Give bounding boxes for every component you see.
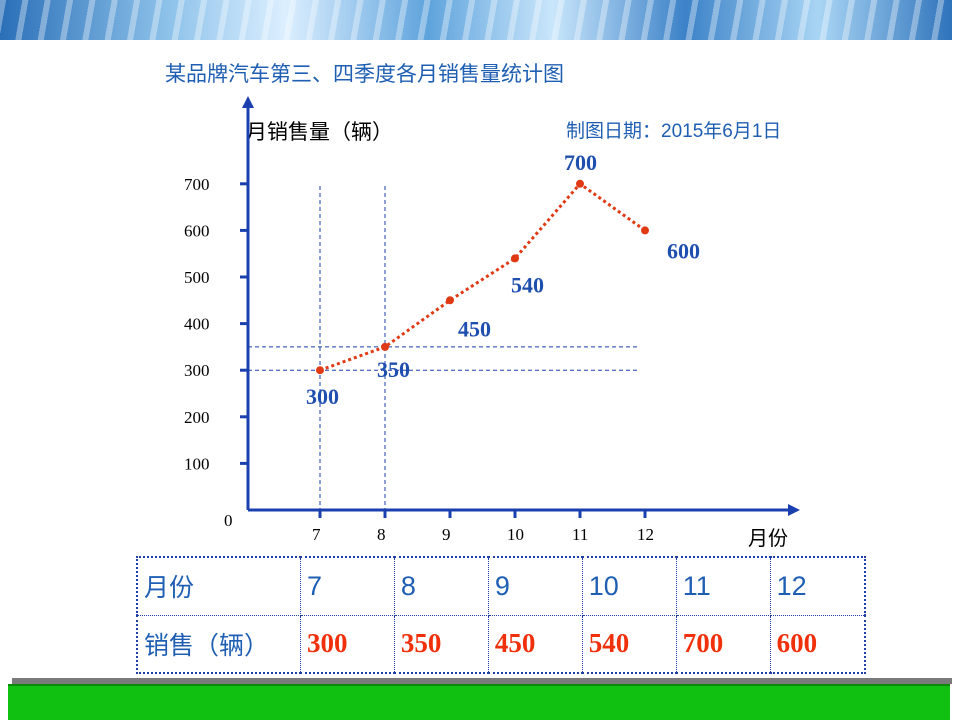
table-cell-month: 12 xyxy=(769,556,866,616)
chart-title: 某品牌汽车第三、四季度各月销售量统计图 xyxy=(165,62,564,86)
y-tick-label: 100 xyxy=(184,454,210,473)
table-row-sales: 销售（辆） 300 350 450 540 700 600 xyxy=(136,614,866,674)
data-point xyxy=(511,254,519,263)
y-tick-label: 500 xyxy=(184,268,210,287)
chart-axes xyxy=(240,96,800,518)
y-axis-arrow xyxy=(242,96,254,108)
x-tick-label: 12 xyxy=(637,525,654,544)
table-cell-month: 7 xyxy=(300,556,395,616)
table-cell-value: 350 xyxy=(393,614,489,674)
table-cell-value: 450 xyxy=(487,614,583,674)
table-cell-month: 11 xyxy=(675,556,771,616)
table-row-months: 月份 7 8 9 10 11 12 xyxy=(136,556,866,616)
table-cell-value: 700 xyxy=(675,614,771,674)
x-axis-label: 月份 xyxy=(748,526,788,550)
y-tick-label: 600 xyxy=(184,221,210,240)
y-tick-label: 400 xyxy=(184,315,210,334)
data-label: 700 xyxy=(564,150,597,175)
x-tick-label: 8 xyxy=(377,525,386,544)
x-tick-label: 7 xyxy=(312,525,321,544)
sales-line xyxy=(319,181,646,372)
table-header-month: 月份 xyxy=(136,556,301,616)
data-point xyxy=(316,366,324,375)
line-chart: 0 100 200 300 400 500 600 700 7 8 9 10 11 12 300 350 4… xyxy=(184,96,800,544)
x-tick-label: 9 xyxy=(442,525,451,544)
table-cell-month: 10 xyxy=(581,556,677,616)
table-cell-value: 600 xyxy=(769,614,866,674)
y-tick-label: 0 xyxy=(224,511,233,530)
data-labels: 300 350 450 540 700 600 xyxy=(306,150,700,409)
date-label: 制图日期：2015年6月1日 xyxy=(566,121,782,142)
sales-table: 月份 7 8 9 10 11 12 销售（辆） 300 350 450 540 … xyxy=(136,556,866,674)
data-point xyxy=(381,342,389,351)
x-tick-label: 10 xyxy=(507,525,524,544)
y-tick-label: 200 xyxy=(184,408,210,427)
x-axis-arrow xyxy=(788,504,800,516)
data-label: 540 xyxy=(511,272,544,297)
data-point xyxy=(446,296,454,305)
table-cell-month: 8 xyxy=(393,556,489,616)
data-label: 350 xyxy=(377,357,410,382)
y-tick-label: 300 xyxy=(184,361,210,380)
x-tick-labels: 7 8 9 10 11 12 xyxy=(312,525,654,544)
data-label: 600 xyxy=(667,238,700,263)
table-cell-value: 300 xyxy=(300,614,395,674)
y-tick-label: 700 xyxy=(184,175,210,194)
y-axis-label: 月销售量（辆） xyxy=(246,120,393,144)
table-cell-month: 9 xyxy=(487,556,583,616)
x-tick-label: 11 xyxy=(572,525,588,544)
sales-series xyxy=(316,179,649,375)
banner-pattern xyxy=(0,0,952,40)
bottom-bar xyxy=(8,684,950,720)
table-cell-value: 540 xyxy=(581,614,677,674)
data-point xyxy=(641,226,649,235)
guide-lines xyxy=(248,186,640,510)
table-header-sales: 销售（辆） xyxy=(136,614,301,674)
data-label: 300 xyxy=(306,384,339,409)
data-label: 450 xyxy=(458,316,491,341)
y-tick-labels: 0 100 200 300 400 500 600 700 xyxy=(184,175,233,530)
top-banner xyxy=(0,0,952,40)
bottom-shadow xyxy=(12,678,952,684)
data-point xyxy=(576,179,584,188)
